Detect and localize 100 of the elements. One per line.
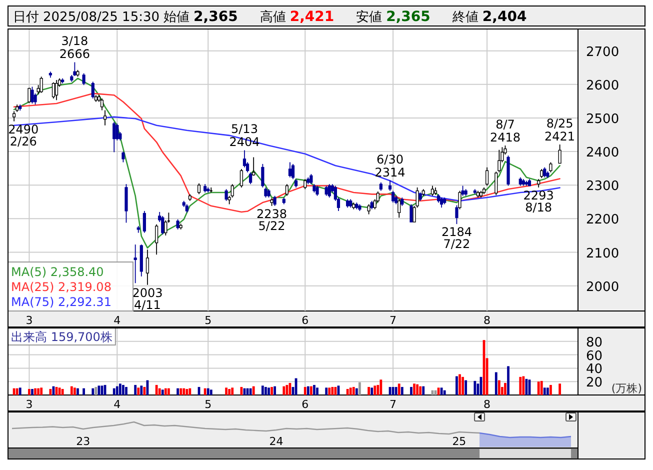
- bar: [164, 388, 167, 395]
- x-tick-label: 4: [114, 314, 121, 327]
- x-tick-label: 5: [204, 314, 212, 327]
- y-tick-label: 2100: [586, 246, 620, 262]
- candlestick: [410, 204, 413, 222]
- bar: [519, 376, 522, 395]
- candlestick: [261, 164, 264, 188]
- bar: [18, 388, 22, 395]
- candlestick: [100, 98, 104, 111]
- bar: [370, 388, 374, 395]
- y-tick-label: 40: [586, 362, 603, 378]
- x-tick-label: 3: [26, 398, 33, 411]
- candlestick: [91, 81, 94, 99]
- candlestick: [416, 187, 419, 208]
- y-tick-label: 80: [586, 335, 603, 350]
- bar: [16, 388, 18, 395]
- bar: [349, 388, 352, 395]
- candlestick: [273, 195, 276, 206]
- annotation: 3/18 2666: [59, 34, 90, 62]
- annotation: 8/25 2421: [544, 116, 576, 144]
- bar: [182, 388, 186, 395]
- y-tick-label: 2400: [586, 146, 620, 161]
- candlestick: [440, 197, 444, 208]
- text: MA(75) 2,292.31: [11, 295, 112, 309]
- bar: [274, 386, 276, 395]
- annotation: 6/30 2314: [374, 152, 406, 180]
- bar: [74, 388, 76, 395]
- bar: [210, 390, 212, 395]
- candlestick: [540, 168, 544, 179]
- candlestick: [398, 198, 401, 218]
- candlestick: [316, 185, 319, 196]
- y-tick-label: 2700: [586, 44, 620, 60]
- bar: [261, 386, 264, 395]
- bar: [94, 386, 98, 395]
- candlestick: [543, 166, 546, 178]
- bar: [313, 384, 316, 395]
- candlestick: [230, 184, 234, 198]
- y-tick-label: 2500: [586, 112, 620, 127]
- candlestick: [112, 122, 116, 153]
- annotation: 8/7 2418: [490, 117, 521, 144]
- candlestick: [134, 244, 137, 284]
- bar: [122, 384, 124, 395]
- text: 安値: [356, 9, 382, 25]
- text: 2,365: [194, 9, 238, 25]
- annotation: 5/13 2404: [229, 122, 260, 150]
- text: 2,421: [290, 9, 334, 25]
- bar: [188, 388, 192, 395]
- candlestick: [122, 151, 125, 163]
- candlestick: [142, 210, 146, 234]
- candlestick: [367, 204, 370, 215]
- candlestick: [549, 162, 552, 173]
- candlestick: [224, 188, 228, 202]
- bar: [522, 376, 525, 395]
- bar: [28, 388, 30, 395]
- bar: [176, 388, 179, 395]
- candlestick: [252, 156, 256, 176]
- candlestick: [103, 110, 107, 126]
- bar: [282, 386, 286, 395]
- bar: [458, 374, 461, 395]
- bar: [346, 388, 349, 395]
- bar: [494, 372, 498, 395]
- candlestick: [558, 144, 562, 164]
- candlestick: [430, 185, 434, 196]
- y-tick-label: 60: [586, 348, 603, 364]
- annotation: 2003 4/11: [132, 286, 163, 312]
- candlestick: [291, 164, 295, 180]
- bar: [61, 388, 64, 395]
- candlestick: [146, 249, 150, 286]
- annotation: 2293 8/18: [523, 188, 554, 214]
- bar: [118, 384, 122, 395]
- x-tick-label: 7: [390, 314, 397, 327]
- text: 2025/08/25 15:30: [43, 10, 160, 25]
- bar: [325, 388, 328, 395]
- bar: [331, 386, 334, 395]
- x-tick-label: 3: [26, 314, 33, 327]
- bar: [328, 388, 331, 395]
- candlestick: [288, 162, 292, 178]
- bar: [140, 386, 143, 395]
- y-tick-label: 2000: [586, 280, 620, 295]
- candlestick: [40, 76, 43, 94]
- bar: [394, 386, 398, 395]
- bar: [92, 388, 94, 395]
- text: 2,404: [482, 9, 527, 25]
- bar: [310, 386, 312, 395]
- candlestick: [82, 72, 86, 86]
- bar: [358, 382, 361, 395]
- bar: [143, 386, 146, 395]
- bar: [474, 380, 476, 395]
- candlestick: [494, 171, 498, 196]
- bar: [550, 384, 552, 395]
- bar: [76, 388, 79, 395]
- bar: [306, 386, 310, 395]
- bar: [268, 388, 270, 395]
- bar: [155, 384, 158, 395]
- x-tick-label: 24: [269, 435, 284, 448]
- bar: [125, 386, 128, 395]
- bar: [304, 386, 306, 395]
- candlestick: [392, 190, 395, 204]
- candlestick: [285, 184, 288, 196]
- bar: [180, 388, 182, 395]
